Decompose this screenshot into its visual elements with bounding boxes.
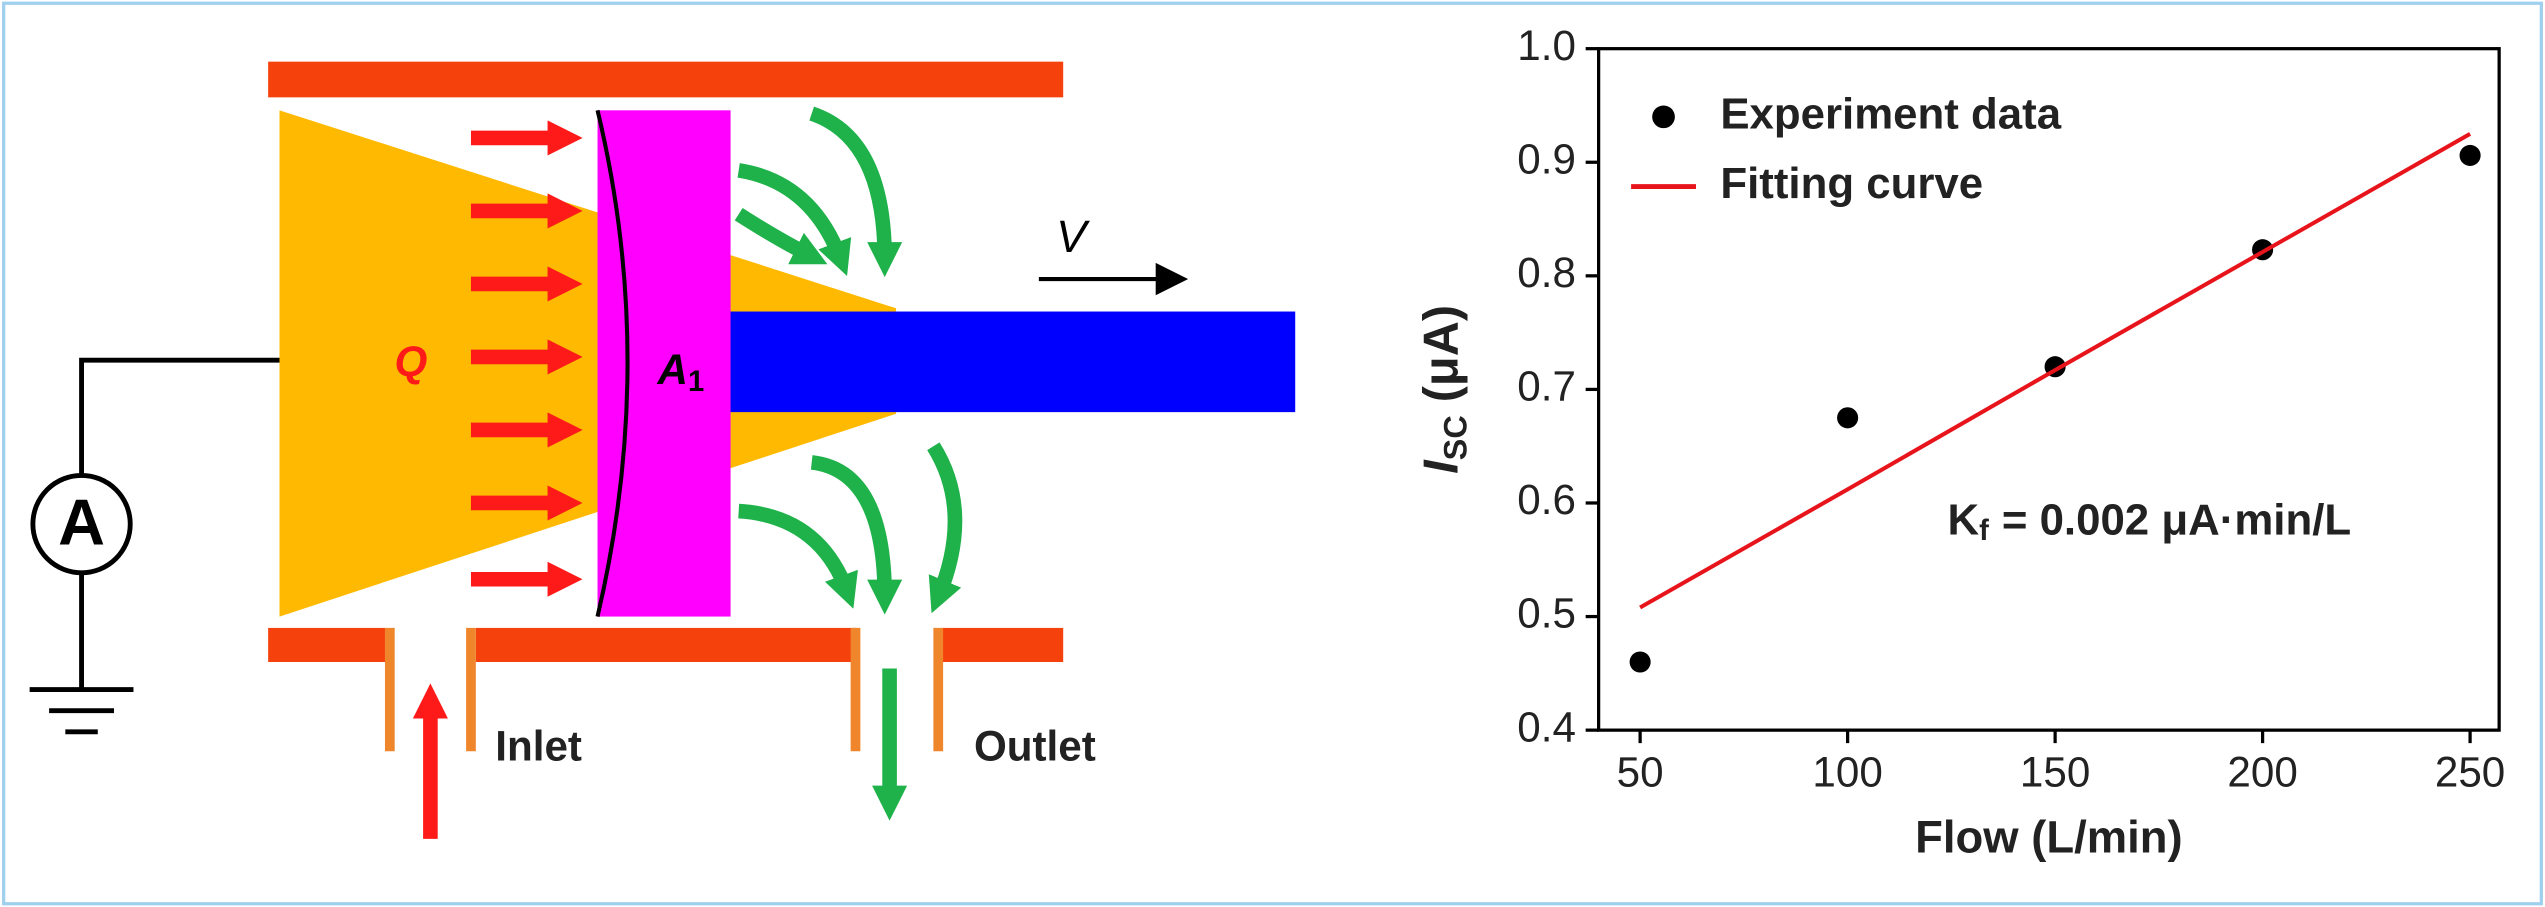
velocity-label: V — [1056, 211, 1090, 262]
plate — [597, 110, 731, 617]
data-point — [1837, 407, 1859, 429]
y-tick-label: 0.8 — [1517, 249, 1576, 296]
inlet-label: Inlet — [495, 723, 582, 770]
plot-frame — [1597, 47, 2501, 732]
annotation-main: K — [1947, 495, 1979, 544]
y-tick-label: 0.9 — [1517, 135, 1576, 182]
circuit — [29, 357, 280, 735]
cone — [279, 110, 897, 617]
x-tick-label: 150 — [2020, 749, 2090, 796]
y-tick-label: 0.4 — [1517, 703, 1576, 750]
legend-label: Experiment data — [1720, 89, 2061, 138]
y-axis-label-unit: (μA) — [1414, 305, 1468, 402]
legend-swatch — [1652, 105, 1675, 129]
plate-label: A1 — [657, 346, 705, 397]
ammeter-label: A — [58, 485, 105, 558]
annotation-sub: f — [1979, 515, 1989, 547]
tubes — [384, 627, 944, 752]
annotation: Kf = 0.002 μA·min/L — [1947, 495, 2351, 547]
plate-label-sub: 1 — [688, 366, 704, 398]
bottom-wall — [268, 627, 385, 662]
bottom-wall — [941, 627, 1064, 662]
green-arrows — [734, 106, 963, 821]
y-tick-label: 0.7 — [1517, 363, 1576, 410]
outlet-label: Outlet — [974, 723, 1096, 770]
top-wall — [268, 61, 1064, 98]
charge-label: Q — [395, 338, 428, 386]
fit-line — [1639, 132, 2472, 610]
data-point — [2459, 144, 2481, 166]
x-tick-label: 250 — [2435, 749, 2505, 796]
y-tick-label: 1.0 — [1517, 22, 1576, 69]
bottom-wall — [475, 627, 858, 662]
y-axis-label-main: I — [1414, 459, 1468, 474]
x-tick-label: 50 — [1617, 749, 1664, 796]
chart: 0.4 0.5 0.6 0.7 0.8 0.9 1.0 50 100 150 200 250 Flow … — [1414, 22, 2505, 863]
legend-label: Fitting curve — [1720, 159, 1983, 208]
y-tick-label: 0.6 — [1517, 476, 1576, 523]
annotation-rest: = 0.002 μA·min/L — [2002, 495, 2351, 544]
plate-label-main: A — [657, 346, 688, 393]
y-axis-label-sub: SC — [1437, 415, 1473, 460]
bracket — [595, 109, 630, 618]
x-tick-label: 100 — [1812, 749, 1882, 796]
x-tick-label: 200 — [2227, 749, 2297, 796]
x-axis-label: Flow (L/min) — [1915, 811, 2182, 862]
diagram: A Q A1 V Inlet Outlet — [29, 61, 1296, 839]
red-arrows — [412, 120, 583, 839]
y-tick-label: 0.5 — [1517, 590, 1576, 637]
data-point — [1629, 651, 1651, 673]
y-axis-label: ISC (μA) — [1414, 305, 1473, 474]
rod — [730, 311, 1296, 413]
